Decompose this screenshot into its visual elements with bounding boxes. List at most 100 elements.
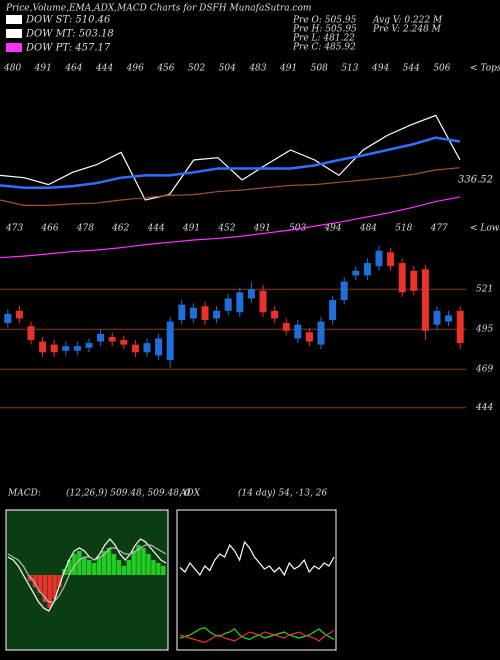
top-label: 544	[403, 64, 420, 74]
candle-body	[62, 346, 70, 351]
candle-body	[456, 310, 464, 344]
candle-body	[445, 315, 453, 322]
candle-body	[131, 344, 139, 353]
low-label: 477	[430, 224, 448, 234]
histogram-bar	[57, 575, 62, 587]
panel-subtitle: (12,26,9) 509.48, 509.48, 0	[66, 488, 191, 499]
histogram-bar	[77, 551, 82, 575]
top-label: 506	[433, 64, 450, 74]
info-text: Pre H: 505.95	[292, 25, 357, 35]
low-label: 491	[182, 224, 200, 234]
legend-label: DOW ST: 510.46	[25, 15, 111, 26]
lows-label: < Lows	[470, 224, 500, 234]
histogram-bar	[72, 554, 77, 575]
histogram-bar	[82, 557, 87, 575]
candle-body	[224, 298, 232, 311]
info-text: Pre L: 481.22	[292, 34, 355, 44]
legend-label: DOW PT: 457.17	[25, 43, 111, 54]
top-label: 491	[34, 64, 52, 74]
candle-body	[155, 338, 163, 356]
candle-body	[421, 269, 429, 331]
top-label: 464	[64, 64, 82, 74]
histogram-bar	[116, 560, 122, 575]
low-label: 473	[5, 224, 23, 234]
histogram-bar	[101, 551, 107, 575]
candle-body	[120, 340, 128, 345]
candle-body	[282, 323, 290, 331]
top-label: 496	[126, 64, 144, 74]
low-label: 494	[323, 224, 341, 234]
legend-label: DOW MT: 503.18	[25, 29, 114, 40]
candle-body	[178, 304, 186, 320]
info-text: Pre O: 505.95	[292, 16, 357, 26]
y-tick-label: 469	[475, 365, 493, 375]
low-label: 518	[395, 224, 412, 234]
histogram-bar	[126, 560, 131, 575]
candle-body	[27, 326, 35, 340]
line	[179, 626, 335, 641]
candle-body	[189, 307, 197, 319]
legend-swatch	[6, 29, 22, 38]
line	[7, 538, 167, 612]
top-label: 456	[156, 64, 174, 74]
histogram-bar	[96, 557, 102, 575]
histogram-bar	[141, 548, 146, 575]
info-text: Pre C: 485.92	[292, 43, 356, 53]
candle-body	[108, 336, 116, 342]
histogram-bar	[37, 575, 43, 593]
panel-title: MACD:	[7, 489, 41, 499]
line	[7, 544, 167, 603]
top-label: 480	[3, 64, 21, 74]
candle-body	[410, 270, 418, 291]
low-label: 452	[217, 224, 235, 234]
candle-body	[97, 333, 105, 342]
chart-title: Price,Volume,EMA,ADX,MACD Charts for DSF…	[5, 4, 311, 14]
low-label: 484	[359, 224, 377, 234]
histogram-bar	[151, 560, 156, 575]
candle-body	[375, 250, 383, 267]
histogram-bar	[161, 566, 166, 575]
candle-body	[4, 313, 12, 324]
histogram-bar	[156, 563, 161, 575]
info-text: Avg V: 0.222 M	[372, 16, 443, 26]
candle-body	[271, 310, 279, 319]
candle-body	[387, 252, 395, 267]
top-label: 504	[219, 64, 236, 74]
top-label: 508	[311, 64, 328, 74]
candle-body	[166, 321, 174, 360]
candle-body	[305, 332, 313, 342]
candle-body	[433, 310, 441, 325]
top-label: 513	[341, 64, 358, 74]
candle-body	[294, 324, 302, 339]
y-tick-label: 495	[475, 325, 493, 335]
histogram-bar	[47, 575, 52, 608]
top-label: 491	[279, 64, 297, 74]
line	[179, 629, 335, 644]
candle-body	[85, 343, 93, 348]
top-label: 502	[188, 64, 205, 74]
low-label: 491	[253, 224, 271, 234]
candle-body	[213, 310, 221, 319]
histogram-bar	[91, 563, 97, 575]
candle-body	[259, 290, 267, 313]
low-label: 478	[76, 224, 94, 234]
y-tick-label: 444	[475, 403, 493, 413]
candle-body	[329, 300, 337, 320]
legend-swatch	[6, 15, 22, 24]
line	[0, 136, 461, 189]
candle-body	[247, 289, 255, 299]
candle-body	[363, 263, 371, 276]
histogram-bar	[87, 560, 92, 575]
line	[0, 196, 461, 259]
histogram-bar	[106, 548, 112, 575]
candle-body	[352, 270, 360, 276]
panel-subtitle: (14 day) 54, -13, 26	[238, 488, 328, 499]
low-label: 466	[40, 224, 58, 234]
histogram-bar	[136, 545, 141, 575]
candle-body	[143, 343, 151, 353]
candle-body	[340, 281, 348, 300]
candle-body	[39, 341, 47, 353]
histogram-bar	[32, 575, 38, 587]
